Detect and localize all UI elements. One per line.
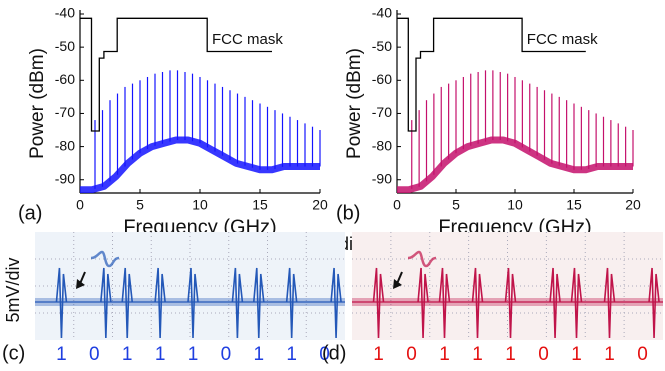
bit-label: 1 bbox=[604, 344, 615, 365]
y-tick-label: -50 bbox=[372, 38, 392, 54]
bit-label: 1 bbox=[505, 344, 516, 365]
scope-y-label: 5mV/div bbox=[3, 257, 23, 322]
figure: 5mV/div -40-50-60-70-80-9005101520Freque… bbox=[0, 0, 665, 371]
spectrum-band bbox=[397, 140, 633, 190]
bit-label: 1 bbox=[472, 344, 483, 365]
x-tick-label: 10 bbox=[507, 197, 523, 213]
y-tick-label: -80 bbox=[372, 137, 392, 153]
y-tick-label: -50 bbox=[55, 38, 75, 54]
bit-label: 1 bbox=[56, 344, 67, 365]
bit-label: 1 bbox=[439, 344, 450, 365]
y-tick-label: -60 bbox=[55, 71, 75, 87]
y-tick-label: -60 bbox=[372, 71, 392, 87]
y-tick-label: -90 bbox=[55, 170, 75, 186]
x-tick-label: 0 bbox=[393, 197, 401, 213]
bit-label: 1 bbox=[253, 344, 264, 365]
bit-label: 1 bbox=[373, 344, 384, 365]
bit-label: 1 bbox=[155, 344, 166, 365]
x-tick-label: 15 bbox=[252, 197, 268, 213]
bit-label: 0 bbox=[89, 344, 100, 365]
y-axis-title: Power (dBm) bbox=[344, 48, 365, 159]
bit-label: 0 bbox=[221, 344, 232, 365]
panel-label: (c) bbox=[2, 342, 25, 364]
panel-label: (d) bbox=[322, 342, 346, 364]
panel-label: (b) bbox=[336, 202, 360, 224]
x-tick-label: 5 bbox=[136, 197, 144, 213]
y-tick-label: -90 bbox=[372, 170, 392, 186]
panel-label: (a) bbox=[18, 202, 42, 224]
x-tick-label: 20 bbox=[625, 197, 641, 213]
mask-label: FCC mask bbox=[212, 31, 283, 48]
x-tick-label: 20 bbox=[312, 197, 328, 213]
x-tick-label: 0 bbox=[76, 197, 84, 213]
y-tick-label: -80 bbox=[55, 137, 75, 153]
bit-label: 1 bbox=[286, 344, 297, 365]
y-tick-label: -70 bbox=[372, 104, 392, 120]
y-tick-label: -40 bbox=[372, 5, 392, 21]
mask-label: FCC mask bbox=[527, 31, 598, 48]
bit-label: 1 bbox=[188, 344, 199, 365]
bit-label: 0 bbox=[637, 344, 648, 365]
x-tick-label: 10 bbox=[192, 197, 208, 213]
y-tick-label: -40 bbox=[55, 5, 75, 21]
spectrum-band bbox=[80, 140, 320, 190]
x-tick-label: 15 bbox=[566, 197, 582, 213]
bit-label: 0 bbox=[406, 344, 417, 365]
x-tick-label: 5 bbox=[452, 197, 460, 213]
bit-label: 1 bbox=[122, 344, 133, 365]
bit-label: 1 bbox=[571, 344, 582, 365]
y-tick-label: -70 bbox=[55, 104, 75, 120]
y-axis-title: Power (dBm) bbox=[27, 48, 48, 159]
bit-label: 0 bbox=[538, 344, 549, 365]
